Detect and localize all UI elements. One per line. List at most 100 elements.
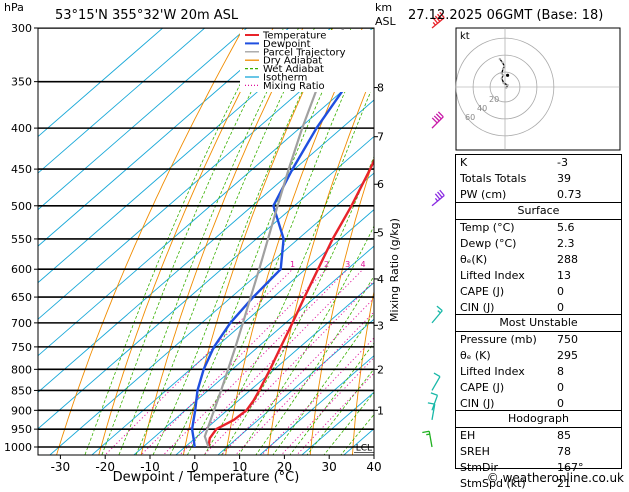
hodograph-point <box>503 82 505 84</box>
wind-barb <box>432 373 440 390</box>
temperature-tick-label: 30 <box>322 460 337 474</box>
index-label: CAPE (J) <box>460 285 504 298</box>
pressure-tick-label: 750 <box>11 341 32 354</box>
index-row: θₑ (K)295 <box>456 348 621 364</box>
asl-label: ASL <box>375 15 397 28</box>
pressure-tick-label: 600 <box>11 263 32 276</box>
index-row: θₑ(K)288 <box>456 252 621 268</box>
index-value: 85 <box>557 429 571 442</box>
height-tick-label: 1 <box>377 404 384 417</box>
legend-label: Mixing Ratio <box>263 81 325 92</box>
pressure-tick-label: 850 <box>11 384 32 397</box>
hodograph-point <box>501 61 503 63</box>
index-value: 39 <box>557 172 571 185</box>
wind-barb-flag <box>431 393 438 395</box>
wind-barb-flag <box>434 373 440 377</box>
index-value: 0 <box>557 381 564 394</box>
index-label: StmDir <box>460 461 498 474</box>
height-tick-label: 5 <box>377 227 384 240</box>
index-value: 0 <box>557 285 564 298</box>
wind-barb <box>422 431 432 447</box>
index-row: Pressure (mb) 750 <box>456 332 621 348</box>
height-tick-label: 8 <box>377 82 384 95</box>
wind-barb <box>432 190 444 206</box>
mixing-ratio-tick-label: 2 <box>324 260 329 269</box>
hodograph-point <box>499 58 501 60</box>
index-row: Dewp (°C) 2.3 <box>456 236 621 252</box>
mixing-ratio-line <box>253 269 440 464</box>
height-tick-label: 2 <box>377 363 384 376</box>
index-value: 8 <box>557 365 564 378</box>
hodograph-ring-label: 40 <box>477 104 487 113</box>
wet-adiabat-line <box>182 28 373 464</box>
hodograph-point <box>503 65 505 67</box>
index-value: 0 <box>557 397 564 410</box>
index-label: Lifted Index <box>460 365 525 378</box>
index-value: 0 <box>557 301 564 314</box>
dry-adiabat-line <box>96 28 273 464</box>
wind-barb-flag <box>422 431 429 432</box>
index-row: StmSpd (kt)21 <box>456 476 621 492</box>
index-row: K-3 <box>456 155 621 171</box>
index-value: 0.73 <box>557 188 582 201</box>
pressure-tick-label: 350 <box>11 76 32 89</box>
pressure-tick-label: 450 <box>11 163 32 176</box>
hodograph-point <box>505 86 507 88</box>
wind-barb <box>432 112 443 128</box>
index-row: Lifted Index 8 <box>456 364 621 380</box>
wind-barb-flag <box>437 306 442 310</box>
index-label: Dewp (°C) <box>460 237 516 250</box>
hodograph-kt-label: kt <box>460 31 470 42</box>
mixing-ratio-tick-label: 1 <box>290 260 295 269</box>
index-label: CAPE (J) <box>460 381 504 394</box>
index-label: EH <box>460 429 475 442</box>
temperature-tick-label: 40 <box>366 460 381 474</box>
hpa-label: hPa <box>4 1 24 14</box>
wet-adiabat-line <box>199 28 398 464</box>
pressure-tick-label: 700 <box>11 317 32 330</box>
height-tick-label: 3 <box>377 319 384 332</box>
hodograph-point <box>506 84 508 86</box>
datetime-title: 27.12.2025 06GMT (Base: 18) <box>408 8 603 23</box>
temperature-tick-label: -30 <box>51 460 71 474</box>
index-row: Temp (°C)5.6 <box>456 220 621 236</box>
wind-barb-half-flag <box>435 198 437 201</box>
pressure-tick-label: 500 <box>11 200 32 213</box>
index-row: EH 85 <box>456 428 621 444</box>
index-label: PW (cm) <box>460 188 506 201</box>
isotherm-line <box>0 0 236 464</box>
hodograph-frame <box>456 28 620 150</box>
index-value: 21 <box>557 477 571 490</box>
pressure-tick-label: 650 <box>11 291 32 304</box>
index-value: 167° <box>557 461 584 474</box>
km-label: km <box>375 1 392 14</box>
index-value: 750 <box>557 333 578 346</box>
index-label: Temp (°C) <box>460 221 515 234</box>
index-label: Lifted Index <box>460 269 525 282</box>
pressure-tick-label: 950 <box>11 423 32 436</box>
index-value: 288 <box>557 253 578 266</box>
index-label: CIN (J) <box>460 397 494 410</box>
lcl-label: LCL <box>356 443 372 453</box>
index-value: 2.3 <box>557 237 575 250</box>
wind-barb-half-flag <box>438 311 441 313</box>
dry-adiabat-line <box>309 28 422 464</box>
index-label: Pressure (mb) <box>460 333 537 346</box>
height-tick-label: 6 <box>377 178 384 191</box>
pressure-tick-label: 900 <box>11 404 32 417</box>
index-label: CIN (J) <box>460 301 494 314</box>
mixing-ratio-tick-label: 3 <box>345 260 350 269</box>
wet-adiabat-line <box>132 28 315 464</box>
index-row: CAPE (J) 0 <box>456 380 621 396</box>
wind-barb <box>432 306 442 323</box>
hodograph-point <box>502 68 504 70</box>
pressure-tick-label: 550 <box>11 233 32 246</box>
wind-barb-half-flag <box>426 434 429 435</box>
pressure-axis: 3003504004505005506006507007508008509009… <box>4 22 38 454</box>
surface-title: Surface <box>456 204 621 220</box>
